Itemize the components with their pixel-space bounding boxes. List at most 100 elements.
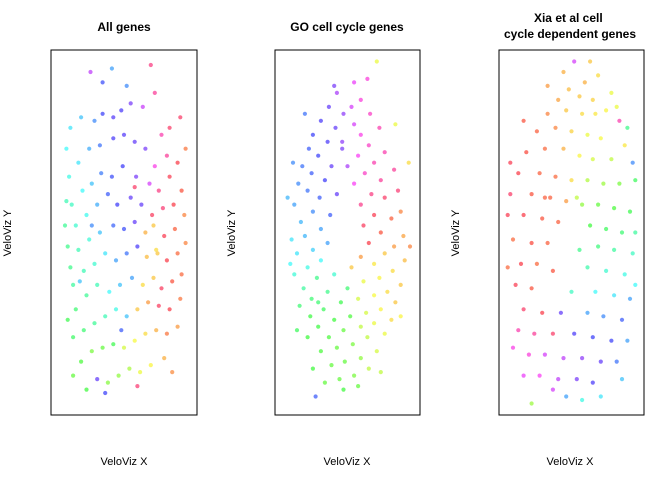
data-point — [111, 136, 116, 141]
data-point — [146, 300, 151, 305]
data-point — [374, 59, 379, 64]
data-point — [389, 216, 394, 221]
data-point — [134, 174, 139, 179]
data-point — [365, 76, 370, 81]
data-point — [372, 261, 377, 266]
data-point — [604, 268, 609, 273]
data-point — [121, 226, 127, 232]
data-point — [612, 293, 617, 298]
data-point — [619, 377, 625, 382]
data-point — [513, 282, 518, 287]
data-point — [328, 212, 333, 218]
data-point — [129, 275, 135, 280]
data-point — [545, 240, 550, 246]
data-point — [395, 188, 401, 193]
data-point — [325, 289, 330, 294]
data-point — [289, 237, 294, 242]
data-point — [164, 258, 169, 263]
data-point — [113, 307, 119, 312]
data-point — [119, 328, 124, 333]
data-point — [109, 66, 114, 71]
data-point — [296, 181, 301, 186]
data-point — [524, 150, 529, 155]
data-point — [348, 314, 353, 319]
data-point — [345, 286, 350, 291]
data-point — [609, 157, 614, 162]
data-point — [392, 244, 397, 249]
data-point — [294, 328, 300, 333]
data-point — [377, 125, 382, 130]
data-point — [132, 185, 137, 190]
data-point — [105, 192, 110, 197]
data-point — [103, 251, 108, 256]
data-point — [160, 206, 165, 211]
data-point — [596, 73, 601, 78]
x-axis-label: VeloViz X — [101, 456, 149, 468]
data-point — [65, 244, 70, 249]
data-point — [132, 219, 137, 225]
x-axis-label: VeloViz X — [547, 456, 595, 468]
data-point — [306, 146, 311, 151]
data-point — [76, 247, 81, 252]
data-point — [71, 373, 76, 378]
data-point — [95, 202, 100, 207]
data-point — [542, 146, 548, 151]
data-point — [310, 209, 315, 214]
data-point — [310, 366, 315, 371]
data-point — [561, 356, 566, 361]
data-point — [79, 115, 84, 120]
data-point — [329, 363, 334, 368]
data-point — [622, 272, 627, 277]
data-point — [633, 230, 638, 235]
data-point — [577, 153, 582, 158]
data-point — [612, 206, 617, 211]
data-point — [372, 212, 377, 218]
data-point — [352, 181, 357, 186]
data-point — [316, 300, 321, 305]
data-point — [148, 62, 153, 68]
data-point — [80, 188, 85, 193]
data-point — [95, 282, 100, 287]
x-axis-label: VeloViz X — [324, 456, 372, 468]
data-point — [369, 192, 374, 197]
data-point — [345, 164, 350, 169]
data-point — [67, 174, 72, 179]
data-point — [508, 192, 513, 197]
data-point — [374, 349, 379, 354]
data-point — [87, 237, 92, 242]
data-point — [167, 307, 172, 312]
data-point — [127, 366, 132, 371]
data-point — [356, 153, 361, 158]
data-point — [164, 331, 169, 336]
data-point — [556, 97, 561, 102]
data-point — [601, 314, 606, 319]
data-point — [124, 251, 129, 256]
data-point — [84, 387, 89, 392]
data-point — [365, 335, 370, 340]
data-point — [309, 171, 314, 176]
data-point — [318, 118, 323, 123]
data-point — [385, 289, 390, 294]
panel-go-cell-cycle-genes: GO cell cycle genes VeloViz Y VeloViz X — [226, 20, 421, 468]
data-point — [167, 174, 172, 179]
data-point — [64, 199, 69, 204]
y-axis-label: VeloViz Y — [226, 209, 238, 256]
data-point — [92, 118, 97, 123]
data-point — [407, 244, 413, 249]
data-point — [540, 216, 545, 221]
data-point — [382, 251, 387, 256]
data-point — [89, 181, 94, 186]
data-point — [550, 387, 556, 392]
data-point — [164, 153, 169, 158]
data-point — [574, 377, 579, 382]
data-point — [614, 359, 619, 364]
data-point — [625, 125, 630, 130]
data-point — [156, 303, 161, 308]
data-point — [111, 115, 116, 120]
data-point — [550, 331, 556, 336]
data-point — [622, 143, 627, 148]
data-point — [175, 324, 180, 329]
data-point — [334, 90, 339, 95]
data-point — [609, 338, 614, 343]
data-point — [183, 146, 188, 151]
